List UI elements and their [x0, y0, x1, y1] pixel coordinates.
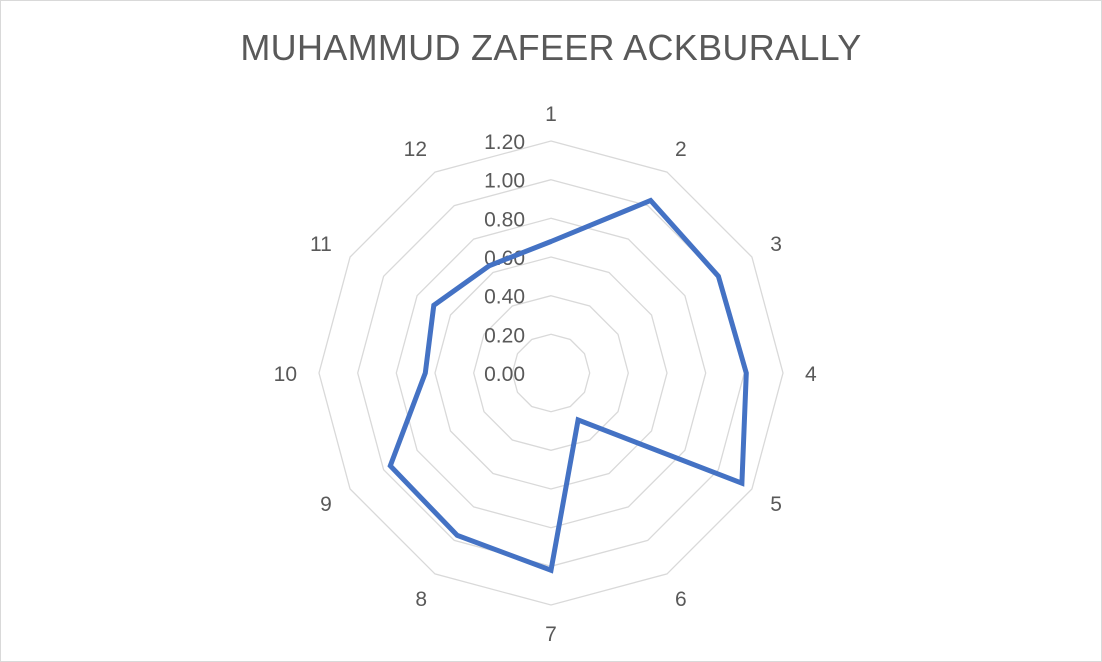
grid-ring [434, 256, 668, 490]
category-label: 3 [770, 233, 782, 256]
chart-title: MUHAMMUD ZAFEER ACKBURALLY [240, 27, 862, 68]
category-label: 11 [310, 233, 332, 256]
tick-label: 1.20 [484, 131, 525, 154]
tick-label: 0.80 [484, 208, 525, 231]
category-label: 1 [545, 103, 557, 126]
tick-label: 0.40 [484, 286, 525, 309]
category-label: 2 [675, 138, 687, 161]
category-label: 6 [675, 588, 687, 611]
grid-ring [511, 333, 591, 413]
category-label: 4 [805, 363, 817, 386]
tick-label: 0.00 [484, 363, 525, 386]
radar-gridlines [318, 140, 784, 606]
tick-label: 0.20 [484, 324, 525, 347]
category-label: 9 [320, 493, 332, 516]
category-label: 7 [545, 623, 557, 646]
category-label: 12 [404, 138, 427, 161]
category-label: 5 [770, 493, 782, 516]
grid-ring [395, 217, 707, 529]
grid-ring [473, 295, 629, 451]
category-label: 8 [415, 588, 427, 611]
category-label: 10 [274, 363, 297, 386]
tick-label: 1.00 [484, 170, 525, 193]
grid-ring [318, 140, 784, 606]
series-line [387, 197, 749, 574]
radar-series [387, 197, 749, 574]
